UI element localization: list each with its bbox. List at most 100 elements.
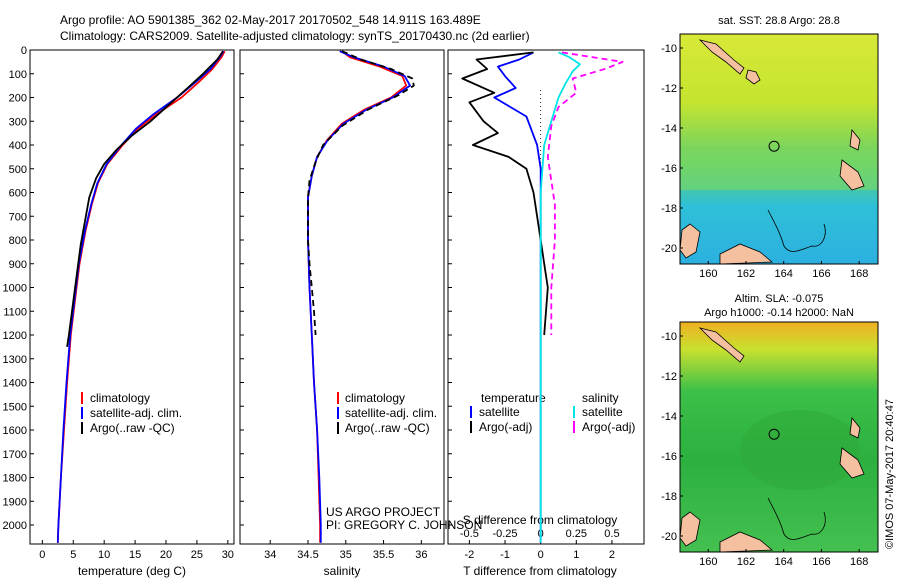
difference-legend: temperature salinity satellite Argo(-adj…: [470, 391, 635, 434]
depth-tick-label: 900: [9, 259, 27, 271]
legend-label-sal-argo: Argo(-adj): [582, 420, 635, 434]
plot-layer: 0100200300400500600700800900100011001200…: [3, 43, 869, 568]
reef-outline: [767, 497, 826, 540]
map-lon-tick-label: 164: [775, 268, 793, 280]
sst-map-title: sat. SST: 28.8 Argo: 28.8: [718, 15, 840, 27]
map-lat-tick-label: -10: [661, 331, 677, 343]
sst-field: [680, 34, 878, 264]
series-line-satellite-adj-clim-: [56, 50, 225, 543]
x-tick-label: 35.5: [373, 549, 394, 561]
legend-label-temp-argo: Argo(-adj): [479, 420, 532, 434]
island-shape: [839, 447, 865, 479]
depth-tick-label: 200: [9, 93, 27, 105]
header-line-2: Climatology: CARS2009. Satellite-adjuste…: [60, 29, 530, 43]
map-lat-tick-label: -20: [661, 531, 677, 543]
x-tick-label: 15: [129, 549, 141, 561]
series-line-climatology: [307, 50, 408, 543]
map-lon-tick-label: 164: [775, 556, 793, 568]
depth-tick-label: 300: [9, 116, 27, 128]
map-lat-tick-label: -12: [661, 371, 677, 383]
map-lon-tick-label: 160: [699, 268, 717, 280]
salinity-panel-frame: [239, 49, 445, 545]
series-line-salinity-argo-adj-: [546, 51, 624, 335]
depth-tick-label: 500: [9, 164, 27, 176]
s-diff-tick-label: -0.5: [460, 528, 479, 540]
temperature-panel-frame: [29, 49, 235, 545]
series-line-argo-raw-qc-: [307, 50, 415, 336]
temperature-axis-label: temperature (deg C): [78, 564, 186, 578]
island-shape: [680, 223, 701, 259]
depth-tick-label: 1000: [3, 283, 27, 295]
sst-map-frame: [679, 33, 879, 265]
legend-title-temperature: temperature: [481, 391, 546, 405]
island-shape: [698, 327, 745, 363]
x-tick-label: 25: [191, 549, 203, 561]
depth-tick-label: 800: [9, 235, 27, 247]
x-tick-label: 0: [39, 549, 45, 561]
map-lon-tick-label: 168: [850, 268, 868, 280]
salinity-axis-label: salinity: [324, 564, 361, 578]
map-lon-tick-label: 166: [812, 556, 830, 568]
map-lon-tick-label: 166: [812, 268, 830, 280]
x-tick-label: 34.5: [297, 549, 318, 561]
series-line-temperature-satellite: [493, 51, 542, 543]
depth-tick-label: 1600: [3, 425, 27, 437]
map-lat-tick-label: -18: [661, 203, 677, 215]
legend-label-satellite: satellite-adj. clim.: [90, 406, 182, 420]
legend-label-satellite: satellite-adj. clim.: [345, 406, 437, 420]
depth-tick-label: 0: [21, 45, 27, 57]
t-diff-tick-label: 1: [573, 549, 579, 561]
salinity-legend: climatology satellite-adj. clim. Argo(..…: [337, 391, 437, 435]
s-diff-tick-label: 0.25: [566, 528, 587, 540]
depth-tick-label: 2000: [3, 520, 27, 532]
island-shape: [839, 159, 865, 191]
depth-tick-label: 1100: [3, 306, 27, 318]
map-lat-tick-label: -10: [661, 43, 677, 55]
map-lat-tick-label: -16: [661, 163, 677, 175]
island-shape: [745, 69, 761, 85]
project-credit: US ARGO PROJECT: [326, 505, 441, 519]
x-tick-label: 20: [160, 549, 172, 561]
map-lon-tick-label: 162: [737, 556, 755, 568]
x-tick-label: 10: [98, 549, 110, 561]
argo-location-marker: [768, 140, 780, 152]
map-lat-tick-label: -16: [661, 451, 677, 463]
depth-tick-label: 600: [9, 188, 27, 200]
island-shape: [698, 39, 745, 75]
sst-map: sat. SST: 28.8 Argo: 28.8: [680, 15, 878, 264]
s-diff-tick-label: -0.25: [492, 528, 517, 540]
map-lat-tick-label: -14: [661, 411, 677, 423]
map-lat-tick-label: -12: [661, 83, 677, 95]
series-line-salinity-satellite: [539, 51, 581, 543]
series-line-temperature-argo-adj-: [461, 51, 549, 336]
pi-credit: PI: GREGORY C. JOHNSON: [326, 518, 482, 532]
t-diff-tick-label: -2: [464, 549, 474, 561]
sla-map-frame: [679, 321, 879, 553]
map-lon-tick-label: 168: [850, 556, 868, 568]
sla-map: Altim. SLA: -0.075 Argo h1000: -0.14 h20…: [680, 293, 878, 552]
header-line-1: Argo profile: AO 5901385_362 02-May-2017…: [60, 13, 481, 27]
x-tick-label: 30: [222, 549, 234, 561]
map-lon-tick-label: 162: [737, 268, 755, 280]
reef-outline: [767, 209, 826, 252]
map-lon-tick-label: 160: [699, 556, 717, 568]
island-shape: [849, 129, 861, 151]
legend-label-climatology: climatology: [90, 391, 150, 405]
island-shape: [680, 511, 701, 547]
island-shape: [719, 531, 774, 552]
x-tick-label: 5: [70, 549, 76, 561]
x-tick-label: 36: [415, 549, 427, 561]
depth-tick-label: 1500: [3, 401, 27, 413]
depth-tick-label: 1800: [3, 473, 27, 485]
legend-label-argo: Argo(..raw -QC): [345, 421, 430, 435]
depth-tick-label: 1400: [3, 378, 27, 390]
t-diff-tick-label: -1: [500, 549, 510, 561]
legend-label-temp-satellite: satellite: [479, 405, 520, 419]
s-diff-tick-label: 0.5: [604, 528, 619, 540]
legend-title-salinity: salinity: [582, 391, 619, 405]
t-diff-tick-label: 0: [538, 549, 544, 561]
island-shape: [719, 243, 774, 264]
sla-anomaly: [740, 410, 860, 490]
map-lat-tick-label: -20: [661, 243, 677, 255]
map-lat-tick-label: -14: [661, 123, 677, 135]
